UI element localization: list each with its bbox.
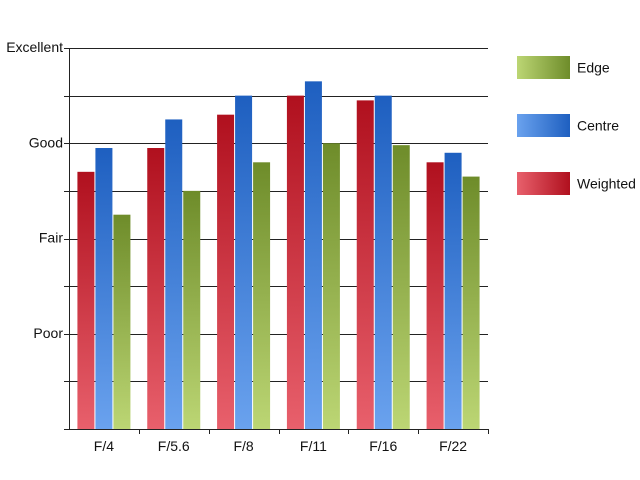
legend-label-centre: Centre [577, 118, 619, 134]
x-tick-label: F/5.6 [158, 438, 190, 454]
bar-weighted-f-4 [77, 171, 95, 429]
x-tick-label: F/16 [369, 438, 397, 454]
bar-centre-f-4 [95, 148, 113, 429]
bar-weighted-f-8 [217, 114, 235, 430]
tick-labels: F/4 F/5.6 F/8 F/11 F/16 F/22 Poor Fair Good Excel… [6, 39, 467, 454]
bar-centre-f-5-6 [165, 119, 183, 429]
legend: Edge Centre Weighted [517, 56, 636, 195]
bar-weighted-f-16 [356, 100, 374, 429]
bar-weighted-f-5-6 [147, 148, 165, 429]
bar-centre-f-16 [374, 95, 392, 429]
bar-edge-f-5-6 [183, 190, 201, 429]
legend-label-weighted: Weighted [577, 176, 636, 192]
y-tick-label-poor: Poor [33, 325, 63, 341]
legend-swatch-edge [517, 56, 570, 79]
bar-edge-f-22 [462, 176, 480, 429]
x-tick-label: F/8 [233, 438, 253, 454]
bar-centre-f-11 [304, 81, 322, 430]
bar-centre-f-22 [444, 152, 462, 429]
bar-edge-f-11 [322, 143, 340, 429]
bar-centre-f-8 [235, 95, 253, 429]
bar-weighted-f-22 [426, 162, 444, 430]
axes [64, 48, 489, 434]
y-tick-label-good: Good [29, 134, 63, 150]
y-tick-label-excellent: Excellent [6, 39, 63, 55]
bar-edge-f-4 [113, 214, 131, 429]
grid-lines [69, 48, 488, 382]
y-tick-label-fair: Fair [39, 230, 63, 246]
bar-weighted-f-11 [286, 95, 304, 429]
x-tick-label: F/4 [94, 438, 114, 454]
bars [77, 81, 480, 430]
bar-edge-f-16 [392, 145, 410, 429]
x-tick-label: F/22 [439, 438, 467, 454]
legend-swatch-centre [517, 114, 570, 137]
legend-label-edge: Edge [577, 60, 610, 76]
bar-edge-f-8 [253, 162, 271, 430]
legend-swatch-weighted [517, 172, 570, 195]
x-tick-label: F/11 [300, 438, 327, 454]
